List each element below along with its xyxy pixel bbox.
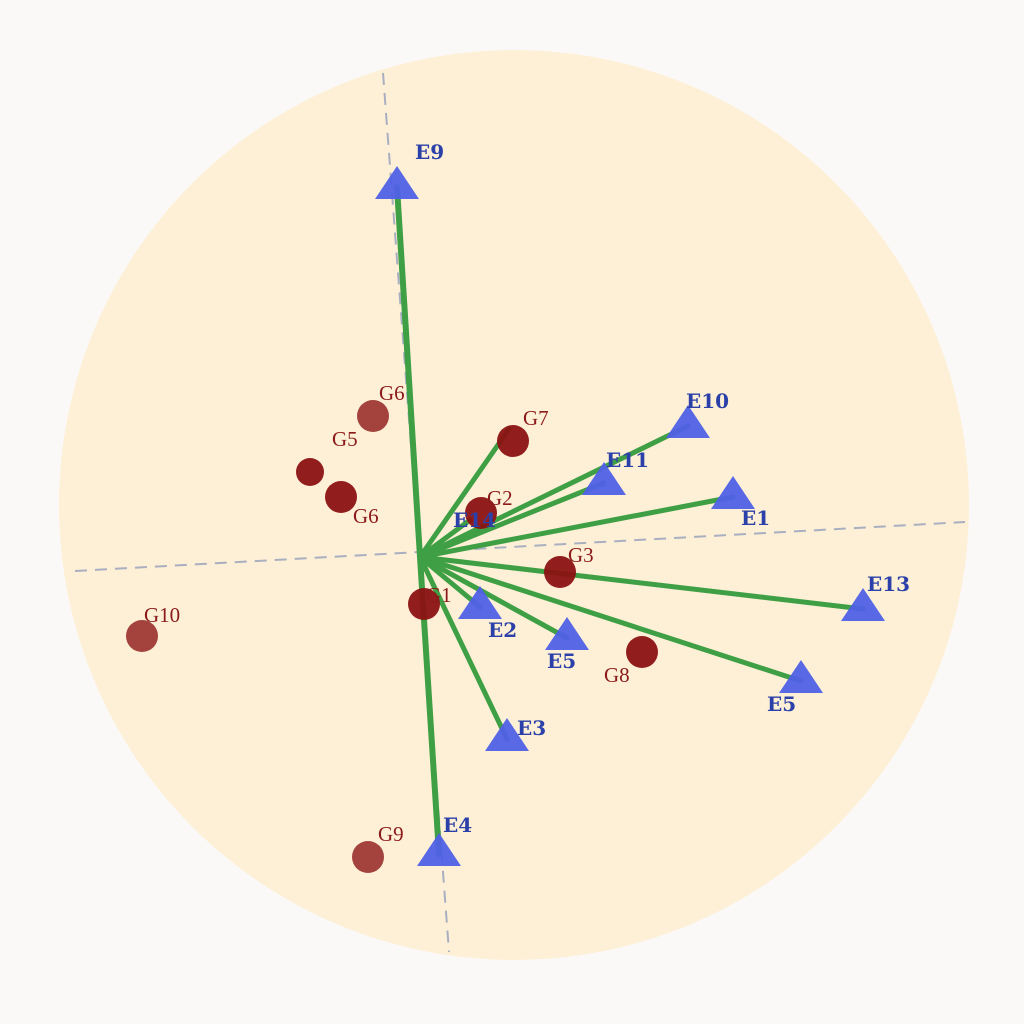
vector-e9 — [394, 184, 423, 560]
vector-e5 — [417, 554, 804, 684]
vector-g7 — [417, 426, 512, 560]
vector-e13 — [417, 554, 866, 612]
environment-label: E11 — [606, 448, 649, 472]
genotype-point-g8 — [626, 636, 658, 668]
environment-marker-e1 — [711, 476, 755, 509]
vector-e1 — [417, 494, 736, 560]
environment-marker-e10 — [666, 405, 710, 438]
environment-label: E5 — [547, 649, 576, 673]
genotype-label: G6 — [353, 504, 379, 528]
genotype-label: G7 — [523, 406, 549, 430]
background-disc — [59, 50, 969, 960]
horizontal-axis — [74, 521, 966, 572]
environment-marker-e4 — [417, 833, 461, 866]
environment-label: E14 — [453, 508, 496, 532]
genotype-point-g6 — [357, 400, 389, 432]
environment-marker-e5 — [779, 660, 823, 693]
genotype-label: G1 — [426, 583, 452, 607]
genotype-label: G2 — [487, 486, 513, 510]
genotype-point-g6 — [325, 481, 357, 513]
environment-label: E2 — [488, 618, 517, 642]
genotype-point-g5 — [296, 458, 324, 486]
environment-marker-e3 — [485, 718, 529, 751]
environment-label: E4 — [443, 813, 472, 837]
environment-label: E3 — [517, 716, 546, 740]
genotype-label: G8 — [604, 663, 630, 687]
vector-e10 — [417, 423, 691, 560]
genotype-label: G10 — [144, 603, 180, 627]
environment-label: E9 — [415, 140, 444, 164]
vector-e14 — [417, 517, 473, 560]
genotype-point-g10 — [126, 620, 158, 652]
vector-e11 — [417, 480, 607, 560]
genotype-label: G5 — [332, 427, 358, 451]
vector-e2 — [417, 554, 483, 610]
vector-e3 — [417, 554, 510, 742]
genotype-label: G6 — [379, 381, 405, 405]
genotype-label: G3 — [568, 543, 594, 567]
environment-marker-e5 — [545, 617, 589, 650]
environment-marker-e13 — [841, 588, 885, 621]
environment-label: E1 — [741, 506, 770, 530]
genotype-point-g9 — [352, 841, 384, 873]
genotype-point-g7 — [497, 425, 529, 457]
environment-marker-e2 — [458, 586, 502, 619]
environment-marker-e9 — [375, 166, 419, 199]
genotype-point-g1 — [408, 588, 440, 620]
vector-e5 — [417, 554, 570, 641]
environment-label: E13 — [867, 572, 910, 596]
environment-label: E10 — [686, 389, 729, 413]
environment-label: E5 — [767, 692, 796, 716]
genotype-point-g2 — [465, 497, 497, 529]
genotype-label: G9 — [378, 822, 404, 846]
environment-marker-e11 — [582, 462, 626, 495]
genotype-point-g3 — [544, 556, 576, 588]
